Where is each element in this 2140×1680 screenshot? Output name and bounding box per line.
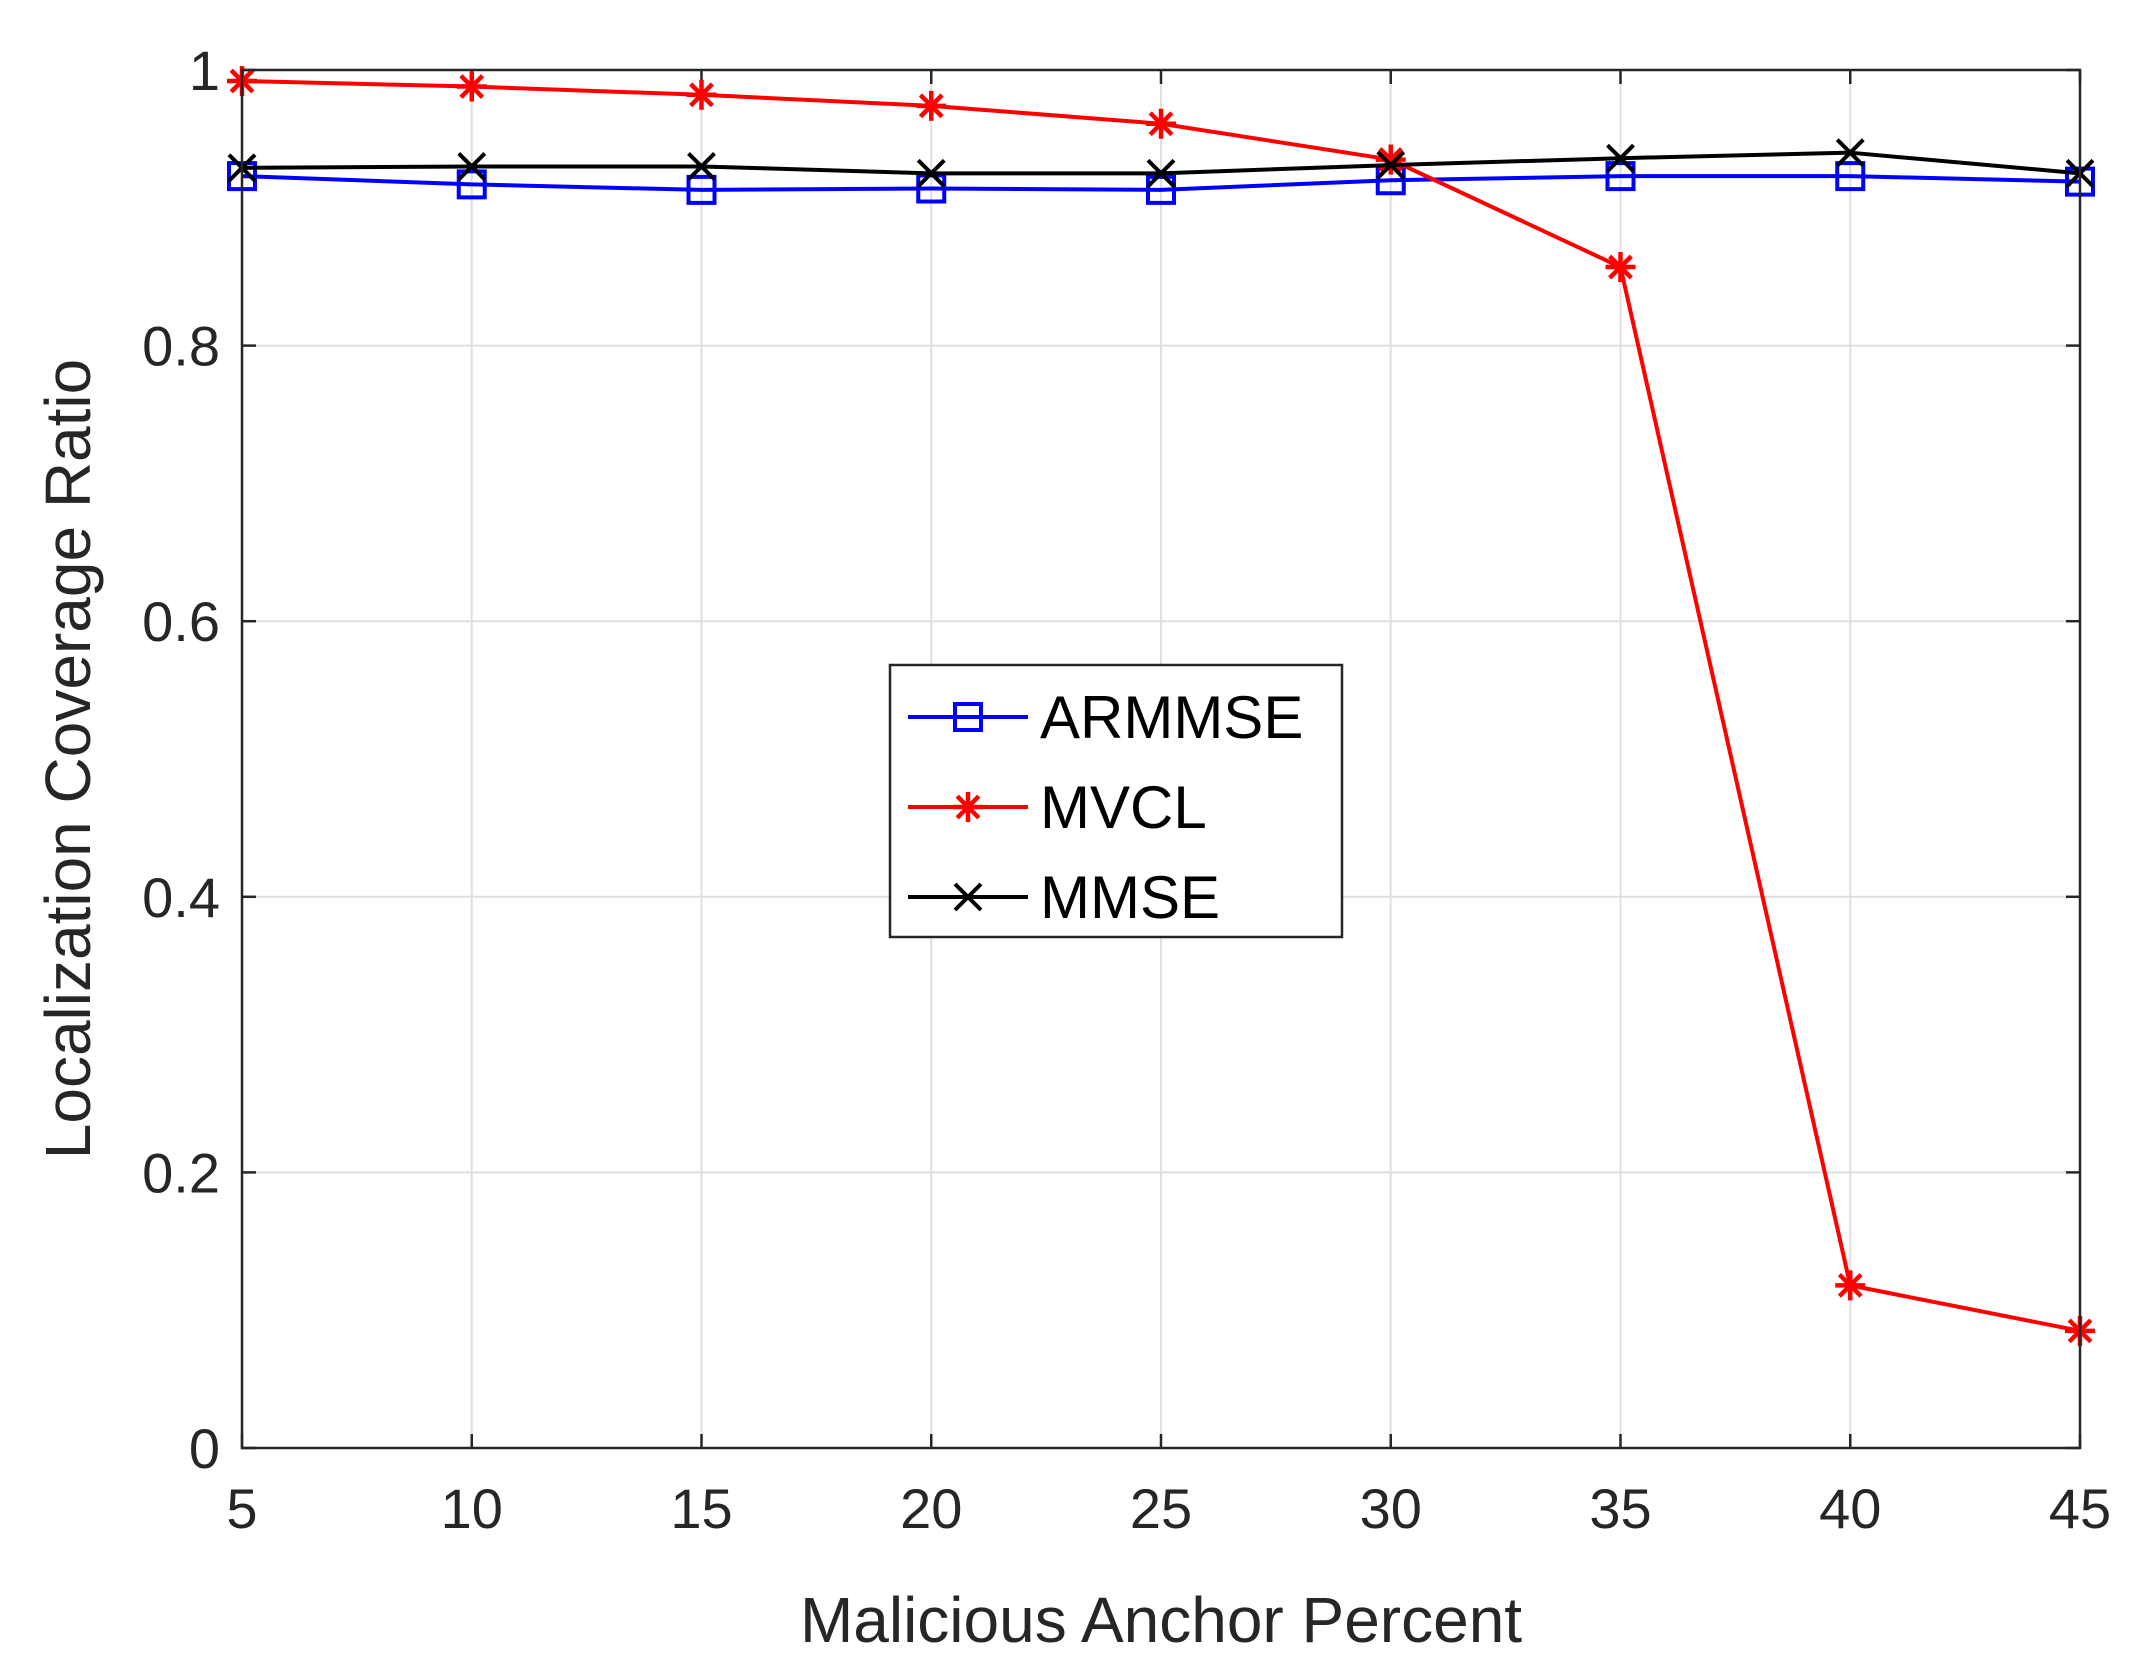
legend: ARMMSE MVCL MMSE: [888, 663, 1344, 939]
data-point-mvcl: [1146, 108, 1176, 139]
plot-frame: [240, 68, 2082, 1450]
data-point-mvcl: [1835, 1270, 1866, 1301]
legend-marker-mvcl: [953, 792, 983, 822]
legend-item-mmse: MMSE: [908, 864, 1220, 931]
y-tick-label: 0.2: [142, 1141, 220, 1204]
y-tick-label: 0.4: [142, 866, 220, 929]
tick-labels: 5 10 15 20 25 30 35 40 45 0 0.2 0.4 0.6 0.8 1: [142, 39, 2111, 1540]
data-point-armmse: [1605, 161, 1636, 192]
data-point-mmse: [1146, 158, 1176, 188]
x-tick-label: 15: [670, 1477, 732, 1540]
data-point-armmse: [1146, 174, 1176, 205]
x-tick-label: 20: [900, 1477, 962, 1540]
x-axis-label: Malicious Anchor Percent: [800, 1584, 1522, 1656]
data-point-armmse: [686, 174, 717, 205]
series-group: [227, 66, 2095, 1346]
data-point-mvcl: [686, 79, 717, 110]
legend-label-mmse: MMSE: [1040, 864, 1220, 931]
x-tick-label: 5: [226, 1477, 257, 1540]
data-point-mvcl: [456, 71, 487, 102]
data-point-armmse: [1835, 161, 1866, 192]
y-axis-label: Localization Coverage Ratio: [32, 359, 104, 1159]
y-tick-label: 0.8: [142, 315, 220, 378]
data-point-mmse: [687, 152, 716, 181]
data-point-mmse: [916, 158, 946, 188]
data-point-mmse: [1376, 150, 1406, 180]
legend-label-mvcl: MVCL: [1040, 774, 1207, 841]
legend-item-mvcl: MVCL: [908, 774, 1207, 841]
x-tick-label: 45: [2049, 1477, 2111, 1540]
x-tick-label: 40: [1819, 1477, 1881, 1540]
y-tick-label: 1: [189, 39, 220, 102]
data-point-mvcl: [1375, 144, 1406, 175]
y-tick-label: 0: [189, 1417, 220, 1480]
series-mmse: [227, 138, 2095, 188]
legend-marker-mmse: [953, 882, 983, 912]
data-point-mvcl: [1605, 252, 1636, 283]
x-tick-label: 35: [1589, 1477, 1651, 1540]
data-point-mmse: [457, 152, 487, 181]
x-tick-label: 30: [1360, 1477, 1422, 1540]
data-point-mmse: [1606, 143, 1635, 173]
x-tick-label: 25: [1130, 1477, 1192, 1540]
y-tick-label: 0.6: [142, 590, 220, 653]
data-point-mvcl: [916, 90, 947, 121]
x-tick-label: 10: [441, 1477, 503, 1540]
legend-marker-armmse: [953, 702, 983, 732]
series-line-armmse: [241, 174, 2081, 192]
data-point-mmse: [1835, 138, 1865, 168]
legend-item-armmse: ARMMSE: [908, 684, 1303, 751]
data-point-armmse: [456, 169, 487, 200]
legend-label-armmse: ARMMSE: [1040, 684, 1303, 751]
